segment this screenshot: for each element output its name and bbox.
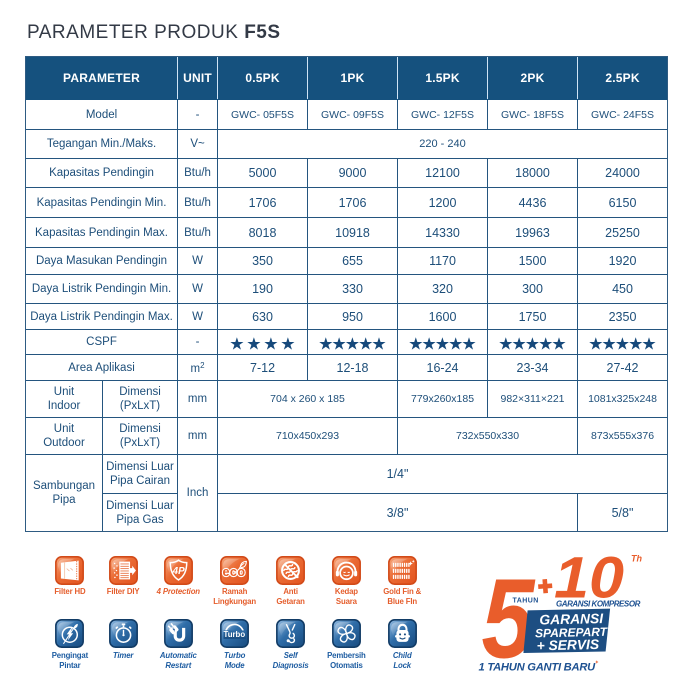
svg-text:SPAREPART: SPAREPART: [535, 625, 609, 641]
svg-text:Turbo: Turbo: [224, 630, 246, 639]
svg-text:+ SERVIS: + SERVIS: [536, 637, 600, 653]
svg-text:TAHUN: TAHUN: [513, 598, 539, 605]
svg-text:GARANSI: GARANSI: [539, 611, 604, 627]
svg-text:10: 10: [554, 546, 624, 611]
svg-text:Th: Th: [631, 554, 642, 564]
svg-text:1 TAHUN GANTI BARU: 1 TAHUN GANTI BARU: [479, 662, 597, 674]
svg-text:GARANSI KOMPRESOR: GARANSI KOMPRESOR: [556, 600, 641, 609]
svg-text:4P: 4P: [171, 566, 184, 577]
